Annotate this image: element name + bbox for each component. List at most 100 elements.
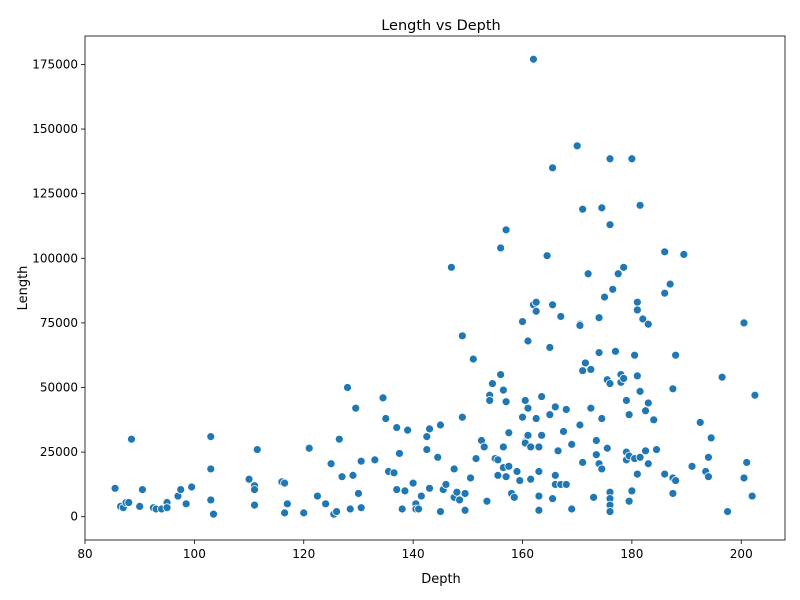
data-point xyxy=(457,331,467,341)
data-point xyxy=(572,141,582,151)
data-point xyxy=(496,370,506,379)
data-point xyxy=(468,354,478,364)
data-point xyxy=(605,507,615,516)
data-point xyxy=(345,504,355,514)
data-point xyxy=(578,458,588,467)
x-tick-label: 200 xyxy=(730,547,753,561)
data-point xyxy=(747,491,757,501)
data-point xyxy=(567,439,577,449)
data-point xyxy=(482,496,492,506)
data-point xyxy=(630,350,640,360)
data-point xyxy=(665,279,675,289)
data-point xyxy=(523,430,533,440)
y-axis-label: Length xyxy=(16,266,31,311)
data-point xyxy=(531,414,541,423)
data-point xyxy=(668,384,678,394)
plot-frame xyxy=(84,35,786,541)
data-point xyxy=(493,455,503,465)
data-point xyxy=(504,461,514,471)
data-point xyxy=(124,498,134,507)
data-point xyxy=(209,509,218,519)
data-point xyxy=(381,414,391,423)
data-point xyxy=(414,504,423,514)
data-point xyxy=(206,495,216,505)
data-point xyxy=(534,442,544,452)
data-point xyxy=(332,507,341,516)
data-point xyxy=(717,372,727,382)
data-point xyxy=(337,472,347,482)
data-point xyxy=(392,423,402,432)
data-point xyxy=(457,412,467,422)
data-point xyxy=(594,313,604,323)
data-point xyxy=(641,406,650,416)
data-point xyxy=(583,269,593,279)
data-point xyxy=(542,251,552,261)
data-point xyxy=(449,464,459,474)
data-point xyxy=(671,350,681,360)
data-point xyxy=(635,452,645,462)
data-point xyxy=(135,501,145,511)
data-point xyxy=(545,343,555,352)
data-point xyxy=(635,200,645,210)
data-point xyxy=(559,427,568,436)
data-point xyxy=(326,459,336,469)
data-point xyxy=(422,445,432,454)
data-point xyxy=(187,482,197,492)
data-point xyxy=(425,483,434,493)
data-point xyxy=(138,485,147,495)
data-point xyxy=(534,491,544,501)
data-point xyxy=(550,402,560,412)
data-point xyxy=(750,390,760,400)
data-point xyxy=(436,507,445,516)
data-point xyxy=(206,464,216,474)
data-point xyxy=(575,420,585,430)
x-tick-label: 100 xyxy=(183,547,206,561)
y-axis-ticks: 0 25000 50000 75000 100000 125000 150000 175000 xyxy=(32,57,85,524)
data-point xyxy=(660,247,670,257)
data-point xyxy=(526,474,536,484)
data-point xyxy=(597,414,607,423)
y-tick-label: 75000 xyxy=(40,316,78,330)
data-point xyxy=(460,489,470,498)
y-tick-label: 50000 xyxy=(40,381,78,395)
data-point xyxy=(602,443,612,453)
data-point xyxy=(334,434,344,444)
data-point xyxy=(299,508,309,518)
data-point xyxy=(452,487,462,497)
data-point xyxy=(567,504,577,514)
data-point xyxy=(548,300,557,310)
data-point xyxy=(660,469,670,479)
data-point xyxy=(110,483,120,493)
data-point xyxy=(313,491,322,501)
data-point xyxy=(460,505,470,515)
data-point xyxy=(280,478,290,488)
data-point xyxy=(624,496,634,506)
y-tick-label: 100000 xyxy=(32,251,78,265)
data-point xyxy=(742,458,752,467)
data-point xyxy=(638,314,648,324)
data-point xyxy=(739,473,749,483)
data-point xyxy=(425,424,434,434)
data-point xyxy=(354,489,363,498)
data-point xyxy=(597,464,607,474)
data-point xyxy=(304,443,314,453)
data-point xyxy=(589,492,598,502)
data-point xyxy=(466,473,475,483)
y-tick-label: 25000 xyxy=(40,445,78,459)
data-point xyxy=(624,410,634,420)
y-tick-label: 125000 xyxy=(32,187,78,201)
data-point xyxy=(545,410,555,420)
data-point xyxy=(553,446,563,456)
data-point xyxy=(578,366,588,376)
data-point xyxy=(479,442,489,452)
data-point xyxy=(611,346,620,356)
data-point xyxy=(526,442,536,452)
data-point xyxy=(408,478,418,488)
data-point xyxy=(422,432,432,442)
data-point xyxy=(608,284,618,294)
data-point xyxy=(348,470,358,480)
data-point xyxy=(162,503,172,513)
data-point xyxy=(181,499,191,509)
data-point xyxy=(679,249,689,259)
